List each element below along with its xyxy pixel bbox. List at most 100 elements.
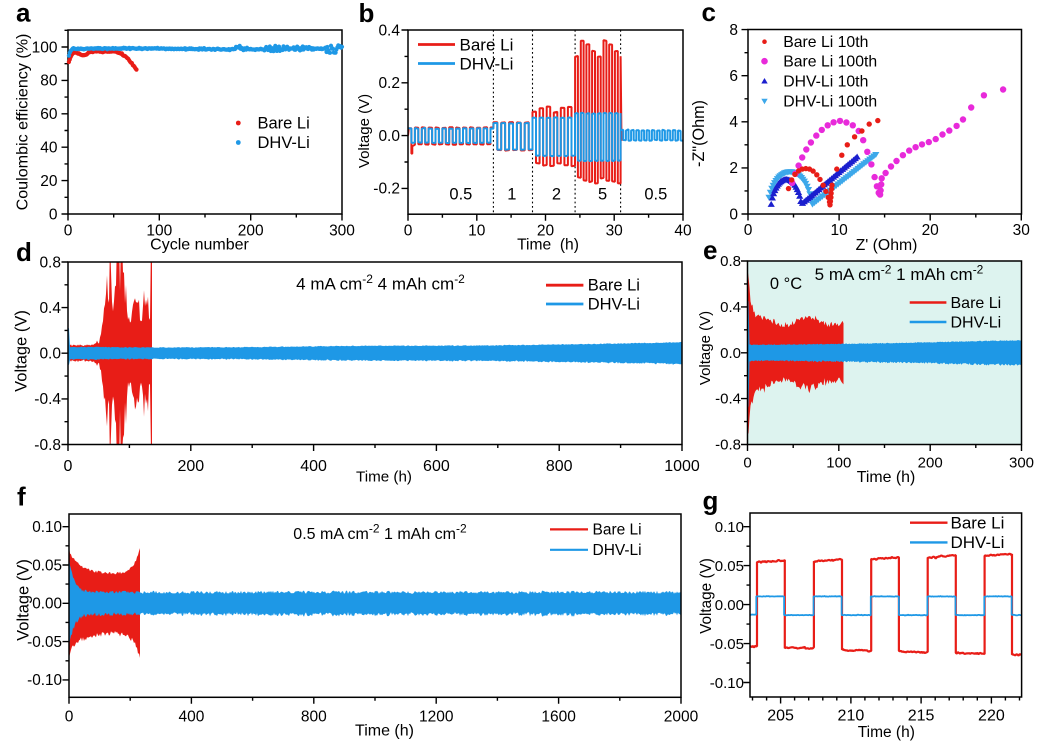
svg-text:2000: 2000 <box>664 709 699 726</box>
svg-text:-0.8: -0.8 <box>34 437 61 454</box>
svg-text:20: 20 <box>537 223 555 240</box>
svg-text:Cycle number: Cycle number <box>150 237 249 254</box>
svg-text:Bare Li 100th: Bare Li 100th <box>783 54 877 71</box>
svg-text:Bare Li 10th: Bare Li 10th <box>783 34 868 51</box>
svg-text:0.5 mA cm-2 1 mAh cm-2: 0.5 mA cm-2 1 mAh cm-2 <box>293 522 467 544</box>
svg-text:80: 80 <box>40 73 58 90</box>
svg-text:1: 1 <box>507 186 516 204</box>
svg-text:0.8: 0.8 <box>720 253 741 270</box>
svg-text:800: 800 <box>301 709 327 726</box>
svg-text:0.2: 0.2 <box>378 75 400 92</box>
svg-text:Bare Li: Bare Li <box>258 114 310 132</box>
svg-text:Time (h): Time (h) <box>355 723 414 740</box>
svg-text:0.8: 0.8 <box>39 254 61 271</box>
svg-text:-0.2: -0.2 <box>373 181 400 198</box>
svg-text:DHV-Li: DHV-Li <box>593 542 642 559</box>
svg-text:0.10: 0.10 <box>32 519 62 536</box>
svg-text:Bare Li: Bare Li <box>593 522 642 539</box>
svg-text:210: 210 <box>838 708 865 725</box>
svg-text:400: 400 <box>300 458 327 475</box>
svg-text:d: d <box>16 237 32 267</box>
svg-text:c: c <box>702 0 716 27</box>
svg-text:0: 0 <box>49 206 58 223</box>
svg-text:-0.10: -0.10 <box>710 675 744 692</box>
svg-text:6: 6 <box>729 68 738 85</box>
svg-text:600: 600 <box>423 458 450 475</box>
svg-text:0.0: 0.0 <box>720 345 741 362</box>
svg-text:2: 2 <box>552 186 561 204</box>
svg-text:-0.05: -0.05 <box>710 636 744 653</box>
svg-text:0: 0 <box>64 223 73 240</box>
svg-text:200: 200 <box>177 458 204 475</box>
svg-text:0.5: 0.5 <box>449 186 472 204</box>
svg-text:40: 40 <box>674 223 692 240</box>
svg-text:Voltage (V): Voltage (V) <box>13 310 31 392</box>
svg-text:0.05: 0.05 <box>715 558 744 575</box>
svg-text:40: 40 <box>40 140 58 157</box>
svg-text:100: 100 <box>146 223 172 240</box>
svg-text:200: 200 <box>238 223 264 240</box>
svg-text:0.5: 0.5 <box>644 186 667 204</box>
svg-text:0.05: 0.05 <box>32 557 62 574</box>
svg-text:200: 200 <box>918 455 943 472</box>
svg-text:0: 0 <box>729 206 738 223</box>
svg-text:30: 30 <box>606 223 624 240</box>
svg-text:0: 0 <box>65 709 74 726</box>
svg-text:Time (h): Time (h) <box>517 237 579 254</box>
svg-text:Bare Li: Bare Li <box>588 277 640 295</box>
svg-text:DHV-Li: DHV-Li <box>258 134 310 152</box>
svg-text:Bare Li: Bare Li <box>951 513 1005 532</box>
svg-text:Time (h): Time (h) <box>858 724 915 741</box>
svg-text:-0.05: -0.05 <box>27 634 62 651</box>
svg-text:4 mA cm-2 4 mAh cm-2: 4 mA cm-2 4 mAh cm-2 <box>296 272 465 294</box>
svg-text:f: f <box>17 482 26 512</box>
svg-text:Voltage (V): Voltage (V) <box>15 559 33 641</box>
svg-text:DHV-Li: DHV-Li <box>951 315 1002 332</box>
svg-text:Time (h): Time (h) <box>356 469 412 486</box>
svg-text:0: 0 <box>64 458 73 475</box>
svg-text:1600: 1600 <box>541 709 576 726</box>
svg-text:215: 215 <box>908 708 935 725</box>
svg-text:Coulombic efficiency (%): Coulombic efficiency (%) <box>14 34 32 211</box>
svg-text:10: 10 <box>468 223 486 240</box>
svg-text:400: 400 <box>178 709 204 726</box>
svg-text:Bare Li: Bare Li <box>460 36 514 55</box>
svg-text:Voltage (V): Voltage (V) <box>697 311 714 385</box>
svg-text:Time (h): Time (h) <box>857 469 916 486</box>
svg-text:0: 0 <box>744 222 753 239</box>
svg-text:300: 300 <box>329 223 355 240</box>
svg-text:0.00: 0.00 <box>32 596 62 613</box>
svg-text:220: 220 <box>978 708 1005 725</box>
svg-text:1200: 1200 <box>419 709 454 726</box>
svg-text:0.4: 0.4 <box>720 299 741 316</box>
svg-text:Bare Li: Bare Li <box>951 295 1002 312</box>
svg-text:0 °C: 0 °C <box>770 275 802 293</box>
svg-text:60: 60 <box>40 106 58 123</box>
svg-text:0.4: 0.4 <box>378 22 400 39</box>
svg-text:-0.4: -0.4 <box>715 391 741 408</box>
svg-text:30: 30 <box>1013 222 1031 239</box>
svg-text:-0.4: -0.4 <box>34 391 61 408</box>
svg-text:0.0: 0.0 <box>39 346 61 363</box>
svg-text:DHV-Li: DHV-Li <box>588 296 640 314</box>
svg-text:DHV-Li 100th: DHV-Li 100th <box>783 94 877 111</box>
svg-text:DHV-Li: DHV-Li <box>460 55 514 74</box>
svg-text:-0.10: -0.10 <box>27 672 62 689</box>
svg-text:0: 0 <box>743 455 751 472</box>
svg-text:100: 100 <box>32 39 58 56</box>
svg-text:20: 20 <box>922 222 940 239</box>
svg-text:b: b <box>359 0 375 28</box>
svg-text:DHV-Li: DHV-Li <box>951 533 1005 552</box>
svg-text:Voltage (V): Voltage (V) <box>698 558 715 634</box>
svg-text:g: g <box>703 486 719 516</box>
svg-text:0.00: 0.00 <box>715 597 744 614</box>
svg-text:800: 800 <box>546 458 573 475</box>
svg-text:2: 2 <box>729 160 738 177</box>
svg-text:205: 205 <box>767 708 794 725</box>
svg-text:300: 300 <box>1009 455 1034 472</box>
svg-text:DHV-Li 10th: DHV-Li 10th <box>783 73 868 90</box>
svg-text:1000: 1000 <box>664 458 700 475</box>
svg-text:Z' (Ohm): Z' (Ohm) <box>856 237 918 254</box>
svg-text:20: 20 <box>40 173 58 190</box>
svg-text:100: 100 <box>826 455 851 472</box>
